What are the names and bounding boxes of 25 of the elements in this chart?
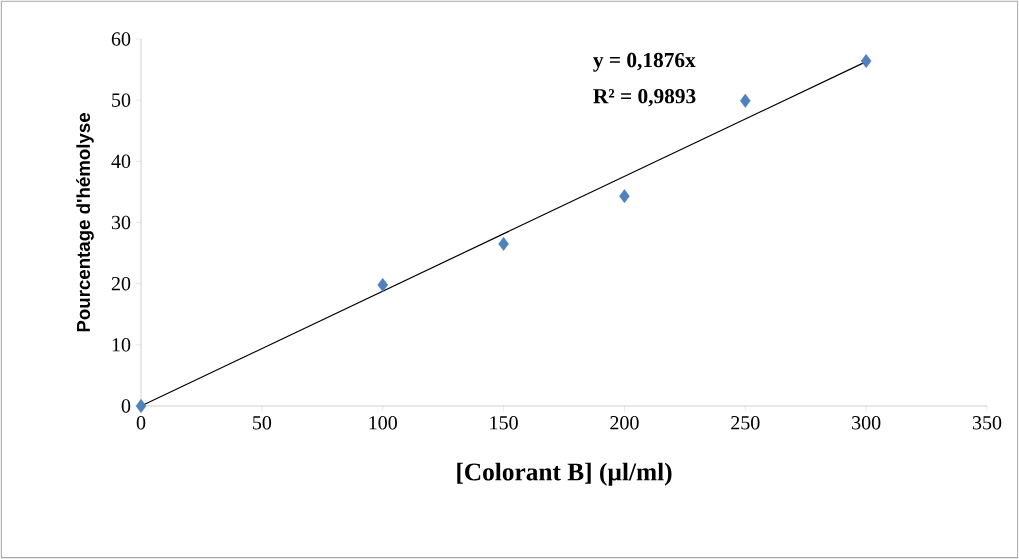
x-tick-label: 100 bbox=[369, 416, 397, 430]
point bbox=[377, 277, 388, 292]
y-tick-label: 50 bbox=[112, 93, 131, 107]
point bbox=[498, 236, 509, 251]
y-tick-label: 30 bbox=[111, 215, 131, 230]
y-tick-label: 20 bbox=[111, 276, 131, 291]
point bbox=[135, 399, 147, 413]
y-axis-title: Pourcentage d'hémolyse bbox=[76, 113, 94, 332]
x-tick-label: 250 bbox=[731, 416, 760, 430]
y-tick-label: 0 bbox=[121, 399, 131, 413]
x-tick-label: 50 bbox=[253, 416, 272, 430]
x-tick-label: 0 bbox=[136, 416, 146, 430]
point bbox=[619, 189, 630, 204]
point bbox=[740, 93, 751, 108]
x-tick-label: 350 bbox=[972, 416, 1002, 430]
y-tick-label: 10 bbox=[112, 338, 131, 352]
y-tick-label: 60 bbox=[111, 32, 131, 46]
x-axis-title: [Colorant B] (µl/ml) bbox=[457, 462, 672, 486]
x-tick-label: 200 bbox=[610, 416, 639, 430]
annotation: y = 0,1876x bbox=[593, 52, 696, 72]
x-tick-label: 300 bbox=[852, 416, 881, 430]
point bbox=[860, 54, 872, 68]
annotation: R² = 0,9893 bbox=[593, 88, 696, 107]
x-tick-label: 150 bbox=[490, 416, 518, 430]
y-tick-label: 40 bbox=[111, 154, 131, 169]
